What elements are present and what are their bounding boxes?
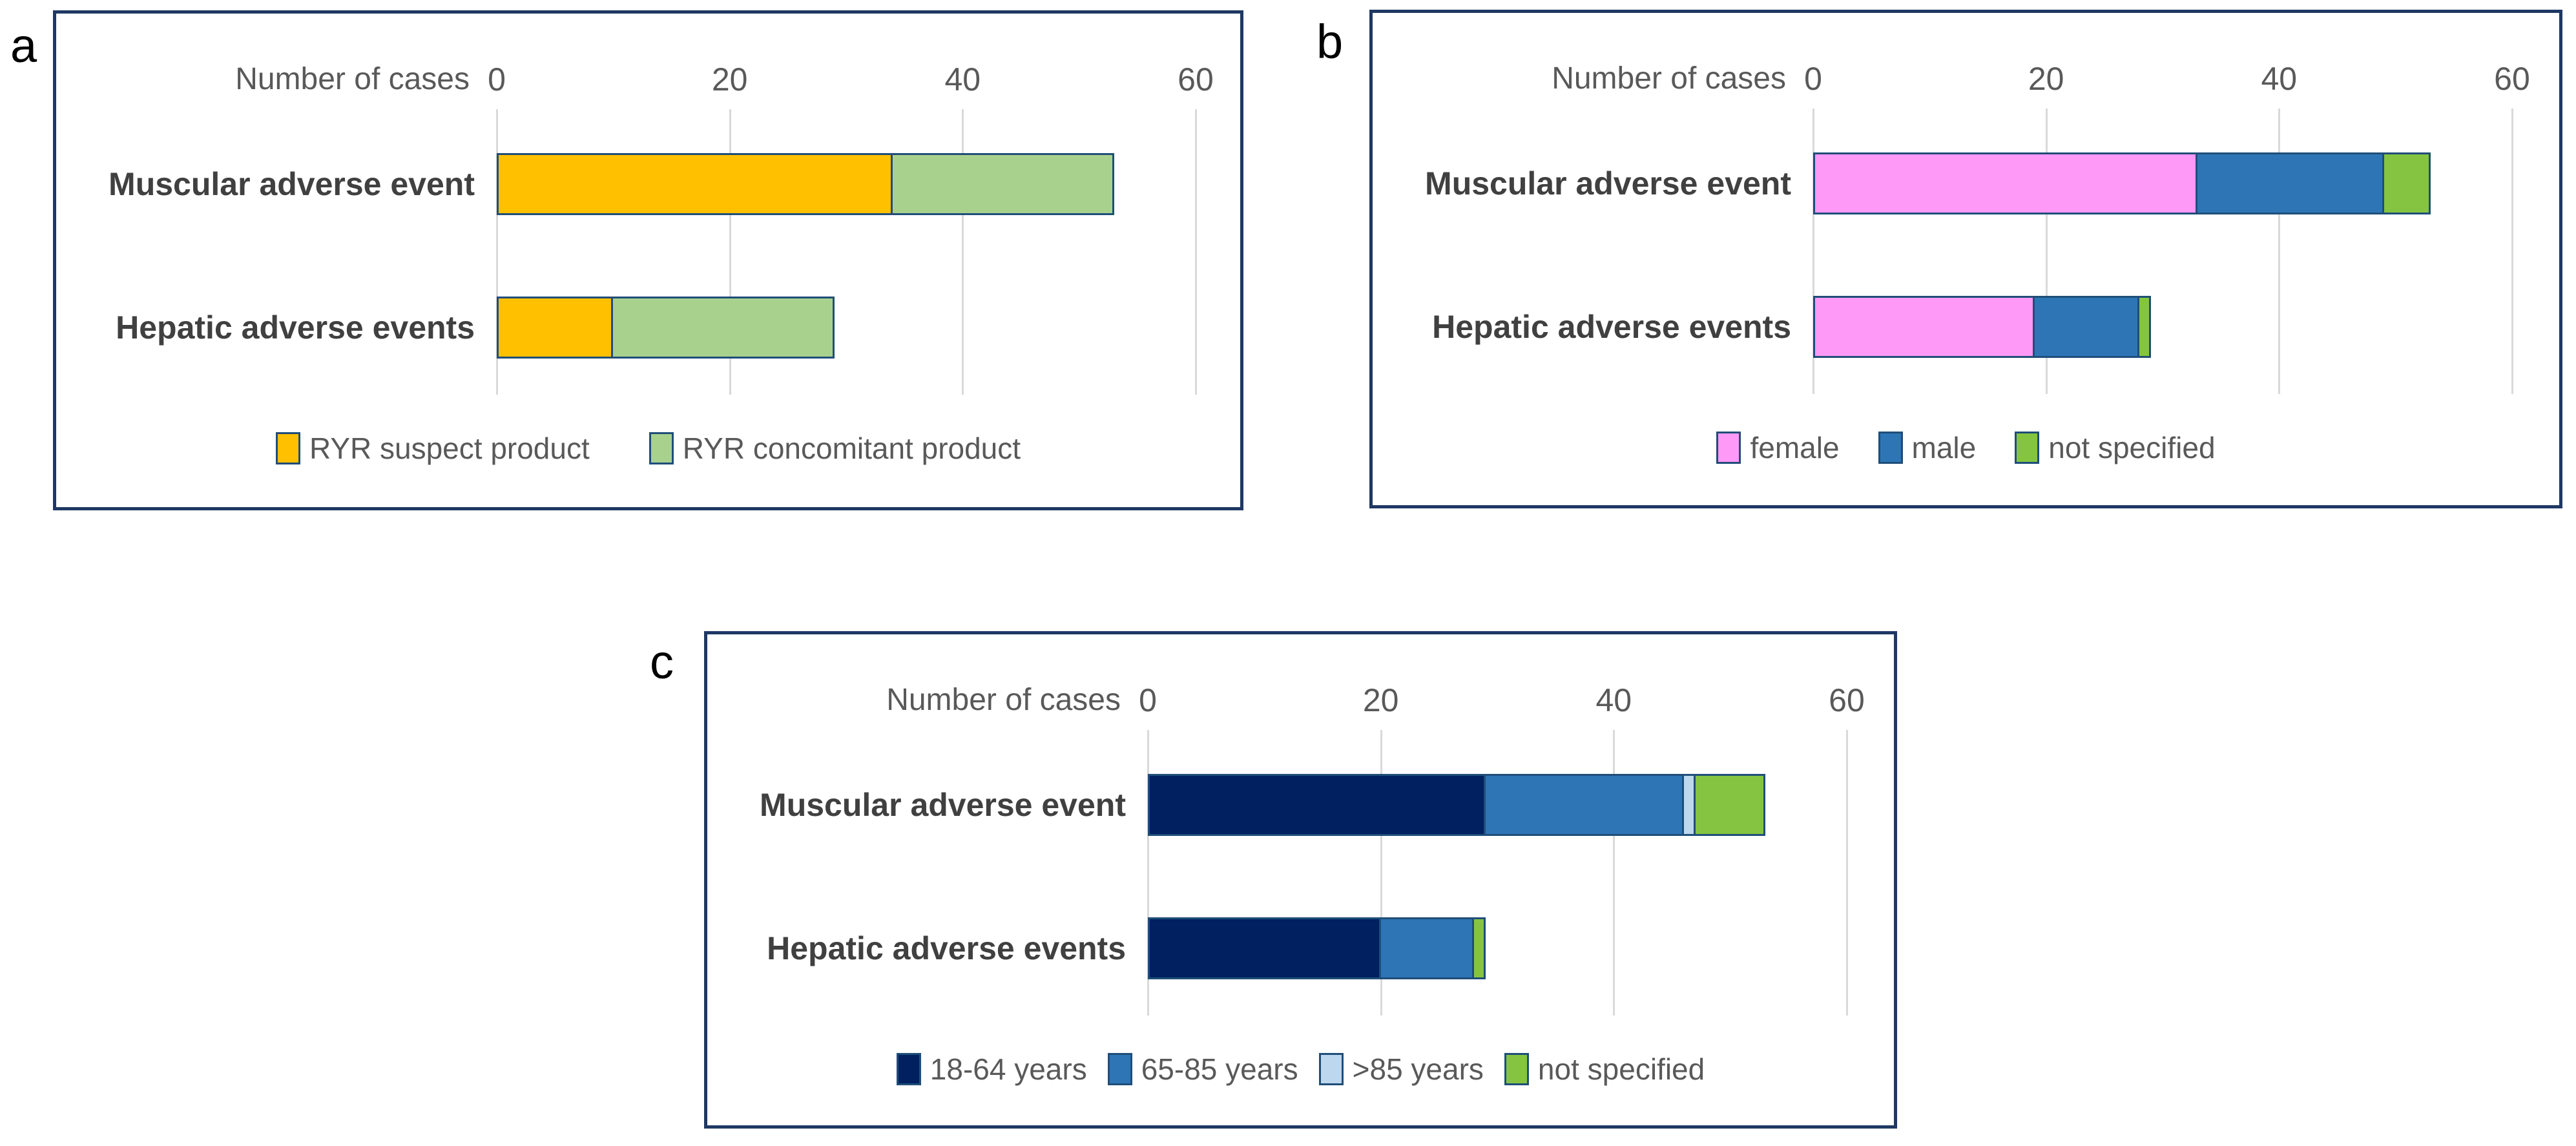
legend-item-65-85-years: 65-85 years: [1107, 1052, 1298, 1087]
legend-label: female: [1750, 431, 1840, 464]
gridline-x-0: [1147, 730, 1149, 1016]
bar-segment-not-specified: [2137, 296, 2151, 358]
legend-item-male: male: [1878, 430, 1977, 465]
x-axis-tick-0: 0: [1804, 61, 1822, 97]
gridline-x-40: [2278, 109, 2281, 394]
legend-item-ryr-concomitant-product: RYR concomitant product: [649, 431, 1021, 466]
bar-segment-male: [2196, 152, 2384, 214]
legend-swatch: [649, 432, 674, 464]
legend: 18-64 years 65-85 years >85 years not speci…: [707, 1049, 1894, 1089]
legend-swatch: [275, 432, 300, 464]
legend-label: 18-64 years: [930, 1052, 1087, 1086]
legend: female male not specified: [1373, 428, 2559, 468]
gridline-x-20: [1380, 730, 1382, 1016]
legend-label: not specified: [1537, 1052, 1705, 1086]
x-axis-tick-60: 60: [2494, 61, 2530, 97]
category-label: Hepatic adverse events: [1432, 309, 1791, 345]
bar-segment-ryr-concomitant-product: [611, 297, 835, 359]
chart-panel-a: Number of cases 0 20 40 60 Muscular adverse e…: [53, 10, 1243, 510]
legend-item--85-years: >85 years: [1318, 1052, 1484, 1087]
legend-swatch: [1318, 1053, 1344, 1085]
category-label: Muscular adverse event: [760, 787, 1126, 823]
legend-item-not-specified: not specified: [2015, 430, 2216, 465]
x-axis-tick-40: 40: [1595, 682, 1632, 718]
panel-letter-c: c: [650, 635, 674, 689]
legend-label: not specified: [2048, 431, 2216, 464]
x-axis-tick-20: 20: [711, 61, 748, 98]
axis-title: Number of cases: [886, 683, 1121, 717]
category-label: Muscular adverse event: [109, 166, 475, 202]
legend-label: male: [1911, 431, 1977, 464]
legend-label: 65-85 years: [1141, 1052, 1298, 1086]
gridline-x-40: [1613, 730, 1615, 1016]
legend-label: RYR concomitant product: [682, 432, 1021, 465]
chart-panel-c: Number of cases 0 20 40 60 Muscular adverse e…: [704, 631, 1897, 1129]
bar-segment-female: [1813, 152, 2198, 214]
chart-panel-b: Number of cases 0 20 40 60 Muscular adverse e…: [1369, 10, 2562, 508]
category-label: Hepatic adverse events: [767, 930, 1126, 966]
bar-segment-female: [1813, 296, 2035, 358]
axis-title: Number of cases: [235, 62, 470, 96]
bar-segment-ryr-concomitant-product: [891, 153, 1114, 215]
panel-letter-b: b: [1316, 15, 1344, 68]
gridline-x-60: [1194, 109, 1197, 395]
bar-segment-ryr-suspect-product: [497, 153, 893, 215]
x-axis-tick-60: 60: [1829, 682, 1865, 718]
bar-segment-not-specified: [2382, 152, 2431, 214]
gridline-x-20: [2045, 109, 2048, 394]
gridline-x-20: [729, 109, 731, 395]
bar-segment-male: [2032, 296, 2139, 358]
bar-segment-not-specified: [1693, 774, 1765, 836]
legend-swatch: [2015, 432, 2040, 464]
legend-swatch: [1716, 432, 1741, 464]
bar-segment-not-specified: [1471, 917, 1486, 979]
legend-swatch: [896, 1053, 921, 1085]
bar-segment-65-85-years: [1483, 774, 1684, 836]
x-axis-tick-40: 40: [2261, 61, 2298, 97]
legend-swatch: [1107, 1053, 1132, 1085]
legend-item-female: female: [1716, 430, 1840, 465]
gridline-x-40: [962, 109, 964, 395]
legend-item-18-64-years: 18-64 years: [896, 1052, 1087, 1087]
gridline-x-0: [1813, 109, 1814, 394]
legend-label: RYR suspect product: [309, 432, 590, 465]
gridline-x-0: [496, 109, 498, 395]
legend-label: >85 years: [1352, 1052, 1484, 1086]
x-axis-tick-60: 60: [1178, 61, 1214, 98]
category-label: Hepatic adverse events: [116, 309, 475, 346]
category-label: Muscular adverse event: [1425, 165, 1791, 202]
gridline-x-60: [1845, 730, 1848, 1016]
legend: RYR suspect product RYR concomitant produ…: [56, 428, 1240, 468]
gridline-x-60: [2511, 109, 2513, 394]
legend-swatch: [1504, 1053, 1529, 1085]
legend-swatch: [1878, 432, 1903, 464]
bar-segment-18-64-years: [1148, 774, 1486, 836]
legend-item-ryr-suspect-product: RYR suspect product: [275, 431, 590, 466]
legend-item-not-specified: not specified: [1504, 1052, 1705, 1087]
axis-title: Number of cases: [1552, 61, 1786, 96]
x-axis-tick-0: 0: [1139, 682, 1157, 718]
x-axis-tick-20: 20: [2028, 61, 2064, 97]
x-axis-tick-20: 20: [1362, 682, 1399, 718]
bar-segment-18-64-years: [1148, 917, 1381, 979]
bar-segment-ryr-suspect-product: [497, 297, 614, 359]
bar-segment-65-85-years: [1378, 917, 1474, 979]
x-axis-tick-40: 40: [944, 61, 981, 98]
x-axis-tick-0: 0: [488, 61, 506, 98]
panel-letter-a: a: [10, 19, 37, 72]
